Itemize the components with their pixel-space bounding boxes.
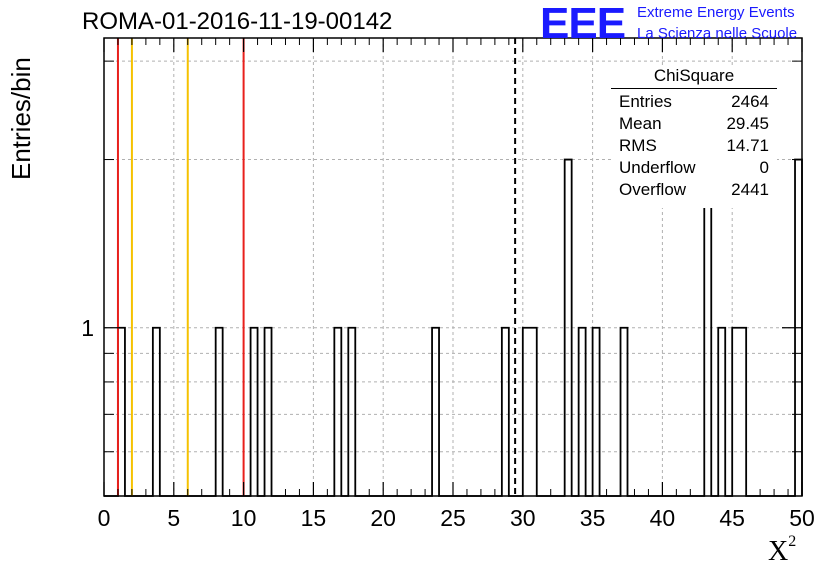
chart-title: ROMA-01-2016-11-19-00142 [82, 8, 393, 35]
stats-key: Underflow [619, 158, 696, 177]
stats-title: ChiSquare [611, 66, 777, 89]
x-tick-label: 5 [167, 505, 180, 531]
x-tick-label: 10 [231, 505, 257, 531]
stats-row-underflow: Underflow 0 [619, 158, 769, 180]
stats-key: Mean [619, 114, 662, 133]
x-tick-label: 20 [370, 505, 396, 531]
stats-row-entries: Entries 2464 [619, 92, 769, 114]
stats-key: RMS [619, 136, 657, 155]
stats-value: 14.71 [726, 136, 769, 155]
x-tick-label: 0 [98, 505, 111, 531]
stats-value: 2464 [731, 92, 769, 111]
x-tick-label: 50 [789, 505, 815, 531]
stats-box: ChiSquare Entries 2464 Mean 29.45 RMS 14… [611, 66, 777, 208]
logo-line-2: La Scienza nelle Scuole [637, 25, 798, 42]
x-axis-label-text: X [768, 536, 789, 567]
reference-lines [116, 38, 517, 496]
stats-key: Entries [619, 92, 672, 111]
stats-row-rms: RMS 14.71 [619, 136, 769, 158]
stats-value: 2441 [731, 180, 769, 199]
x-tick-label: 30 [510, 505, 536, 531]
stats-row-overflow: Overflow 2441 [619, 180, 769, 202]
y-tick-label: 1 [81, 315, 94, 341]
x-axis-label-superscript: 2 [788, 532, 797, 550]
stats-key: Overflow [619, 180, 687, 199]
x-tick-label: 35 [580, 505, 606, 531]
logo-line-1: Extreme Energy Events [637, 4, 795, 21]
x-axis-label: X2 [768, 532, 797, 568]
stats-value: 29.45 [726, 114, 769, 133]
grid-lines [104, 38, 802, 496]
stats-value: 0 [759, 158, 769, 177]
x-tick-label: 15 [301, 505, 327, 531]
x-tick-label: 25 [440, 505, 466, 531]
axis-ticks: 0 5 10 15 20 25 30 35 40 45 50 1 [81, 38, 815, 531]
stats-row-mean: Mean 29.45 [619, 114, 769, 136]
logo-mark: EEE [540, 0, 626, 48]
x-tick-label: 40 [650, 505, 676, 531]
y-axis-label: Entries/bin [6, 57, 36, 180]
x-tick-label: 45 [719, 505, 745, 531]
